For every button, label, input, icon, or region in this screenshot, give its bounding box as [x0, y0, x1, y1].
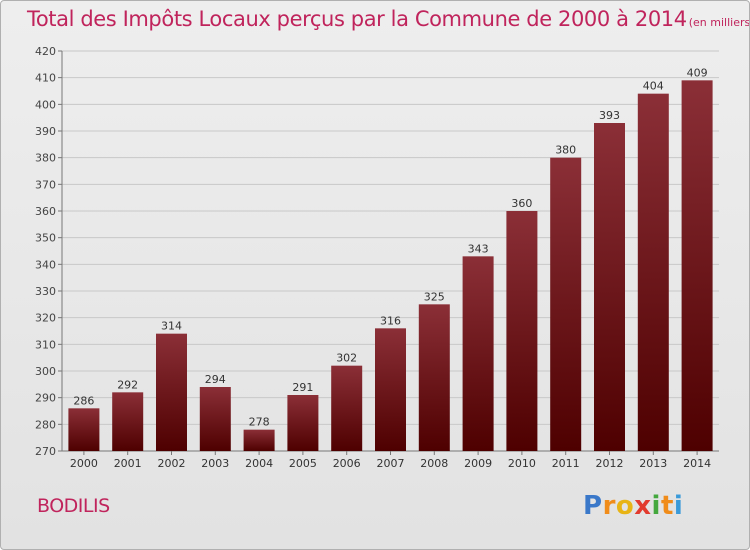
bar-2010 — [506, 211, 538, 451]
y-tick-label: 420 — [35, 45, 56, 58]
y-tick-label: 380 — [35, 152, 56, 165]
value-label: 314 — [161, 320, 182, 333]
x-tick-label: 2003 — [201, 457, 229, 470]
logo-letter: i — [673, 491, 684, 521]
logo-letter: t — [660, 491, 674, 521]
bar-2008 — [418, 304, 450, 451]
y-tick-label: 400 — [35, 98, 56, 111]
x-tick-label: 2000 — [70, 457, 98, 470]
value-labels: 286 292 314 294 278 291 302 316 325 343 360 380 393 4… — [73, 66, 707, 428]
chart-unit-note: (en milliers d'€) — [688, 16, 750, 29]
x-tick-label: 2011 — [552, 457, 580, 470]
y-tick-label: 370 — [35, 178, 56, 191]
x-tick-label: 2009 — [464, 457, 492, 470]
bar-2014 — [681, 80, 713, 451]
commune-name: BODILIS — [37, 495, 110, 517]
bar-2006 — [331, 365, 363, 451]
x-tick-label: 2004 — [245, 457, 273, 470]
bar-2005 — [287, 395, 319, 451]
logo-letter: P — [583, 491, 603, 521]
logo-letter: x — [634, 491, 652, 521]
x-tick-label: 2002 — [158, 457, 186, 470]
x-tick-label: 2014 — [683, 457, 711, 470]
bar-2003 — [199, 387, 231, 451]
bar-2001 — [112, 392, 144, 451]
chart-title-text: Total des Impôts Locaux perçus par la Co… — [27, 7, 687, 31]
value-label: 291 — [292, 381, 313, 394]
x-tick-label: 2012 — [596, 457, 624, 470]
value-label: 325 — [424, 290, 445, 303]
value-label: 294 — [205, 373, 226, 386]
y-tick-label: 270 — [35, 445, 56, 458]
y-tick-label: 320 — [35, 312, 56, 325]
y-tick-label: 410 — [35, 72, 56, 85]
bar-2002 — [156, 333, 187, 451]
value-label: 302 — [336, 352, 357, 365]
bar-2009 — [462, 256, 494, 451]
y-tick-labels: 270 280 290 300 310 320 330 340 350 360 370 380 390 4… — [35, 45, 56, 458]
value-label: 343 — [468, 242, 489, 255]
x-tick-label: 2005 — [289, 457, 317, 470]
y-tick-label: 360 — [35, 205, 56, 218]
x-tick-label: 2013 — [639, 457, 667, 470]
y-tick-label: 280 — [35, 418, 56, 431]
value-label: 286 — [73, 394, 94, 407]
x-tick-label: 2007 — [377, 457, 405, 470]
x-tick-label: 2001 — [114, 457, 142, 470]
proxiti-logo: Proxiti — [583, 491, 683, 521]
y-tick-label: 290 — [35, 392, 56, 405]
bar-2007 — [375, 328, 406, 451]
value-label: 380 — [555, 144, 576, 157]
y-tick-label: 340 — [35, 258, 56, 271]
value-label: 292 — [117, 378, 138, 391]
bar-2004 — [243, 429, 275, 451]
x-tick-labels: 2000 2001 2002 2003 2004 2005 2006 2007 2008 2009… — [70, 451, 711, 470]
chart-title: Total des Impôts Locaux perçus par la Co… — [27, 7, 750, 31]
x-tick-label: 2006 — [333, 457, 361, 470]
value-label: 360 — [511, 197, 532, 210]
x-tick-label: 2010 — [508, 457, 536, 470]
logo-letter: o — [615, 491, 635, 521]
value-label: 404 — [643, 80, 664, 93]
y-tick-label: 390 — [35, 125, 56, 138]
value-label: 316 — [380, 314, 401, 327]
bar-2000 — [68, 408, 100, 451]
bar-2012 — [594, 123, 625, 451]
bars — [68, 80, 713, 452]
y-tick-label: 310 — [35, 338, 56, 351]
bar-2013 — [637, 93, 669, 452]
value-label: 409 — [687, 66, 708, 79]
y-tick-label: 300 — [35, 365, 56, 378]
value-label: 393 — [599, 109, 620, 122]
bar-2011 — [550, 157, 582, 451]
y-tick-label: 330 — [35, 285, 56, 298]
x-tick-label: 2008 — [420, 457, 448, 470]
value-label: 278 — [249, 416, 270, 429]
logo-letter: r — [602, 491, 616, 521]
y-tick-label: 350 — [35, 232, 56, 245]
logo-letter: i — [651, 491, 661, 521]
